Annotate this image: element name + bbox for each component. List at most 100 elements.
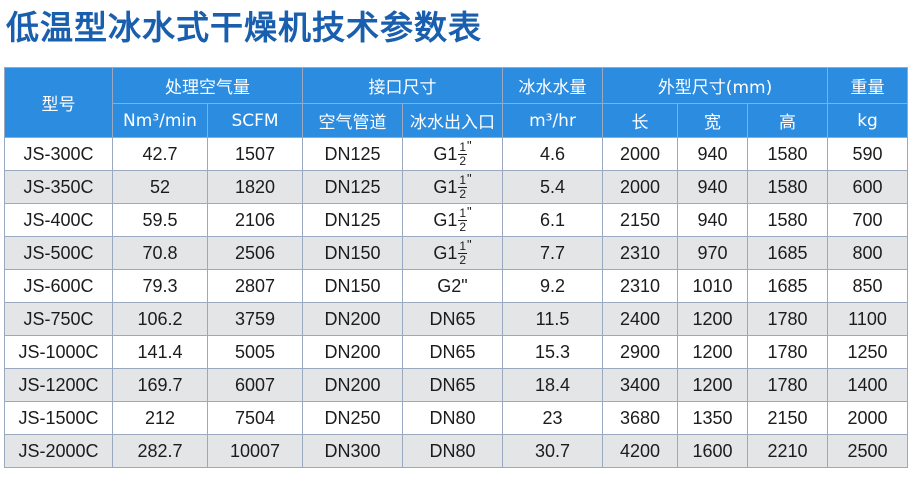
cell-scfm: 5005 — [207, 335, 303, 369]
cell-width: 1600 — [677, 434, 748, 468]
cell-water: 23 — [502, 401, 603, 435]
cell-weight: 2500 — [827, 434, 909, 468]
cell-scfm: 1507 — [207, 137, 303, 171]
cell-length: 4200 — [602, 434, 678, 468]
cell-width: 940 — [677, 137, 748, 171]
cell-air-pipe: DN300 — [302, 434, 403, 468]
cell-air-pipe: DN125 — [302, 170, 403, 204]
cell-length: 2900 — [602, 335, 678, 369]
table-row: JS-1200C 169.7 6007 DN200 DN65 18.4 3400 1200 17… — [4, 368, 909, 402]
cell-width: 1200 — [677, 368, 748, 402]
cell-scfm: 1820 — [207, 170, 303, 204]
cell-air-pipe: DN150 — [302, 236, 403, 270]
cell-air-pipe: DN150 — [302, 269, 403, 303]
cell-air-pipe: DN125 — [302, 137, 403, 171]
header-chilled-water: 冰水水量 — [502, 67, 603, 104]
cell-nm3: 79.3 — [112, 269, 208, 303]
header-air-capacity: 处理空气量 — [112, 67, 303, 104]
header-dimensions: 外型尺寸(mm) — [601, 67, 829, 104]
table-row: JS-600C 79.3 2807 DN150 G2" 9.2 2310 1010 1685 85… — [4, 269, 909, 303]
cell-height: 1780 — [746, 302, 829, 336]
cell-height: 1580 — [746, 203, 829, 237]
header-height: 高 — [746, 103, 829, 138]
cell-nm3: 141.4 — [112, 335, 208, 369]
fraction-size: G1 1 2 " — [433, 170, 472, 201]
cell-model: JS-400C — [4, 203, 113, 237]
table-row: JS-400C 59.5 2106 DN125 G1 1 2 " 6.1 2150 940 1580 7… — [4, 203, 909, 237]
inch-mark: " — [467, 170, 472, 186]
header-water-io: 冰水出入口 — [402, 103, 503, 138]
page-title: 低温型冰水式干燥机技术参数表 — [6, 8, 482, 47]
cell-model: JS-2000C — [4, 434, 113, 468]
cell-length: 3680 — [602, 401, 678, 435]
cell-water-io: DN65 — [402, 302, 503, 336]
cell-scfm: 3759 — [207, 302, 303, 336]
cell-water: 4.6 — [502, 137, 603, 171]
header-width: 宽 — [677, 103, 748, 138]
header-m3-hr: m³/hr — [502, 103, 603, 138]
cell-water: 7.7 — [502, 236, 603, 270]
size-whole: G1 — [433, 177, 458, 197]
size-whole: G1 — [433, 144, 458, 164]
fraction-denominator: 2 — [459, 252, 467, 267]
cell-length: 2150 — [602, 203, 678, 237]
fraction-size: G1 1 2 " — [433, 139, 471, 168]
cell-water-io: G1 1 2 " — [402, 236, 503, 270]
cell-weight: 1400 — [827, 368, 909, 402]
cell-length: 2310 — [602, 236, 678, 270]
cell-model: JS-350C — [4, 170, 113, 204]
header-air-pipe: 空气管道 — [302, 103, 403, 138]
cell-scfm: 2807 — [207, 269, 303, 303]
header-connection-size: 接口尺寸 — [302, 67, 503, 104]
cell-water-io: G1 1 2 " — [402, 137, 503, 171]
cell-width: 1200 — [677, 302, 748, 336]
cell-nm3: 70.8 — [112, 236, 208, 270]
spec-table: 型号 处理空气量 接口尺寸 冰水水量 外型尺寸(mm) 重量 Nm³/min S… — [4, 67, 909, 468]
table-body: JS-300C 42.7 1507 DN125 G1 1 2 " 4.6 2000 940 1580 5… — [4, 137, 909, 468]
cell-height: 1780 — [746, 368, 829, 402]
cell-air-pipe: DN200 — [302, 368, 403, 402]
cell-height: 1685 — [746, 269, 829, 303]
cell-weight: 590 — [827, 137, 909, 171]
table-header: 型号 处理空气量 接口尺寸 冰水水量 外型尺寸(mm) 重量 Nm³/min S… — [4, 67, 909, 138]
cell-model: JS-600C — [4, 269, 113, 303]
fraction-denominator: 2 — [459, 153, 467, 168]
fraction-numerator: 1 — [458, 172, 468, 188]
cell-scfm: 2506 — [207, 236, 303, 270]
cell-scfm: 10007 — [207, 434, 303, 468]
cell-water: 6.1 — [502, 203, 603, 237]
fraction-numerator: 1 — [458, 139, 468, 155]
size-whole: G1 — [433, 210, 458, 230]
cell-height: 1580 — [746, 170, 829, 204]
table-row: JS-750C 106.2 3759 DN200 DN65 11.5 2400 1200 178… — [4, 302, 909, 336]
cell-water: 11.5 — [502, 302, 603, 336]
cell-water-io: G1 1 2 " — [402, 170, 503, 204]
cell-water-io: G2" — [402, 269, 503, 303]
cell-model: JS-1000C — [4, 335, 113, 369]
size-whole: G1 — [433, 243, 458, 263]
cell-model: JS-1200C — [4, 368, 113, 402]
cell-height: 1780 — [746, 335, 829, 369]
cell-water: 18.4 — [502, 368, 603, 402]
header-model: 型号 — [4, 67, 113, 138]
cell-air-pipe: DN200 — [302, 335, 403, 369]
cell-width: 1200 — [677, 335, 748, 369]
cell-width: 940 — [677, 170, 748, 204]
cell-scfm: 2106 — [207, 203, 303, 237]
cell-nm3: 106.2 — [112, 302, 208, 336]
cell-weight: 2000 — [827, 401, 909, 435]
cell-water: 15.3 — [502, 335, 603, 369]
cell-nm3: 59.5 — [112, 203, 208, 237]
cell-width: 970 — [677, 236, 748, 270]
table-row: JS-1000C 141.4 5005 DN200 DN65 15.3 2900 1200 17… — [4, 335, 909, 369]
fraction-numerator: 1 — [458, 205, 468, 221]
cell-scfm: 6007 — [207, 368, 303, 402]
cell-nm3: 212 — [112, 401, 208, 435]
cell-height: 2210 — [746, 434, 829, 468]
cell-water: 5.4 — [502, 170, 603, 204]
inch-mark: " — [467, 203, 472, 219]
